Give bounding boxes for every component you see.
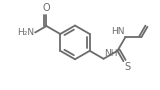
Text: NH: NH bbox=[105, 49, 118, 58]
Text: H₂N: H₂N bbox=[17, 28, 34, 37]
Text: S: S bbox=[124, 62, 131, 72]
Text: HN: HN bbox=[111, 27, 124, 36]
Text: O: O bbox=[43, 3, 50, 13]
